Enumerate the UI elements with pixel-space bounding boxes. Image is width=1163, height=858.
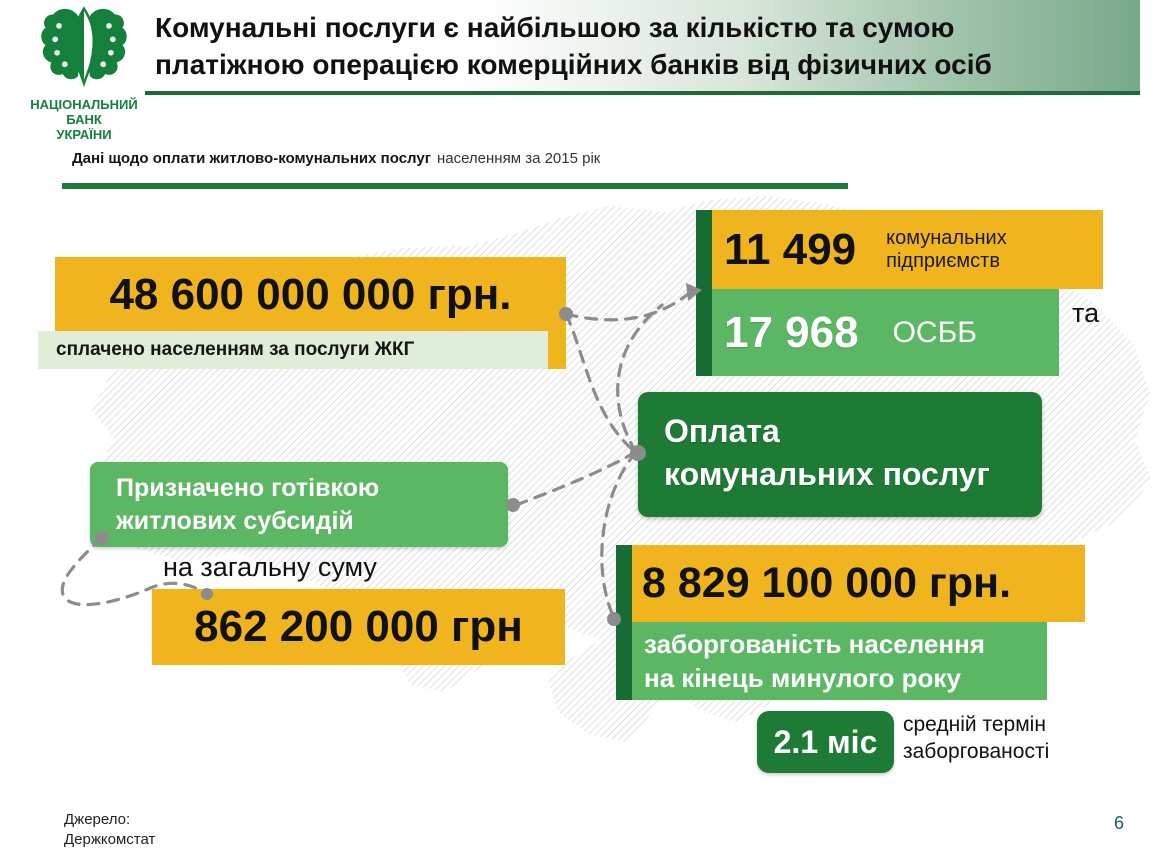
osbb-count: 17 968 (724, 307, 859, 357)
conjunction-ta: та (1072, 298, 1100, 328)
debt-accent-strip (616, 545, 632, 700)
debt-caption: заборгованість населення на кінець минул… (632, 622, 1047, 700)
osbb-box: 17 968 ОСББ (712, 289, 1059, 376)
logo-bank-name: НАЦІОНАЛЬНИЙ БАНК УКРАЇНИ (30, 97, 138, 142)
paid-caption: сплачено населенням за послуги ЖКГ (38, 331, 548, 369)
nbu-logo: НАЦІОНАЛЬНИЙ БАНК УКРАЇНИ (20, 4, 148, 142)
enterprises-count: 11 499 (724, 224, 857, 274)
subtitle-bold: Дані щодо оплати житлово-комунальних пос… (72, 150, 431, 167)
debt-amount-box: 8 829 100 000 грн. (632, 545, 1085, 622)
payment-line1: Оплата (664, 413, 780, 449)
paid-amount-value: 48 600 000 000 грн. (109, 270, 512, 319)
slide-title-line1: Комунальні послуги є найбільшою за кільк… (155, 12, 955, 43)
debt-caption-line2: на кінець минулого року (644, 663, 961, 693)
title-underline (145, 91, 1140, 95)
enterprises-accent-strip (696, 210, 712, 376)
term-value-box: 2.1 міс (757, 711, 894, 773)
payment-title-box: Оплата комунальних послуг (638, 392, 1042, 517)
subsidies-line2: житлових субсидій (116, 507, 354, 535)
enterprises-box: 11 499 комунальних підприємств (712, 210, 1103, 289)
term-label: средній термін заборгованості (903, 713, 1050, 763)
slide-title-line2: платіжною операцією комерційних банків в… (155, 49, 992, 80)
subsidies-note: на загальну суму (163, 552, 377, 582)
debt-caption-line1: заборгованість населення (644, 629, 985, 659)
subsidies-box: Призначено готівкою житлових субсидій (90, 462, 508, 547)
source-note: Джерело: Держкомстат (64, 811, 156, 848)
subtitle-regular: населенням за 2015 рік (436, 150, 601, 167)
title-banner: Комунальні послуги є найбільшою за кільк… (145, 0, 1140, 91)
subsidies-line1: Призначено готівкою (116, 474, 380, 502)
subtitle-rule (62, 183, 848, 189)
nbu-emblem-icon (41, 6, 127, 88)
enterprises-label: комунальних підприємств (886, 226, 1007, 272)
subtitle: Дані щодо оплати житлово-комунальних пос… (72, 150, 600, 167)
subsidies-amount-box: 862 200 000 грн (152, 589, 565, 665)
payment-line2: комунальних послуг (664, 456, 990, 492)
osbb-label: ОСББ (892, 315, 977, 349)
page-number: 6 (1113, 813, 1124, 833)
